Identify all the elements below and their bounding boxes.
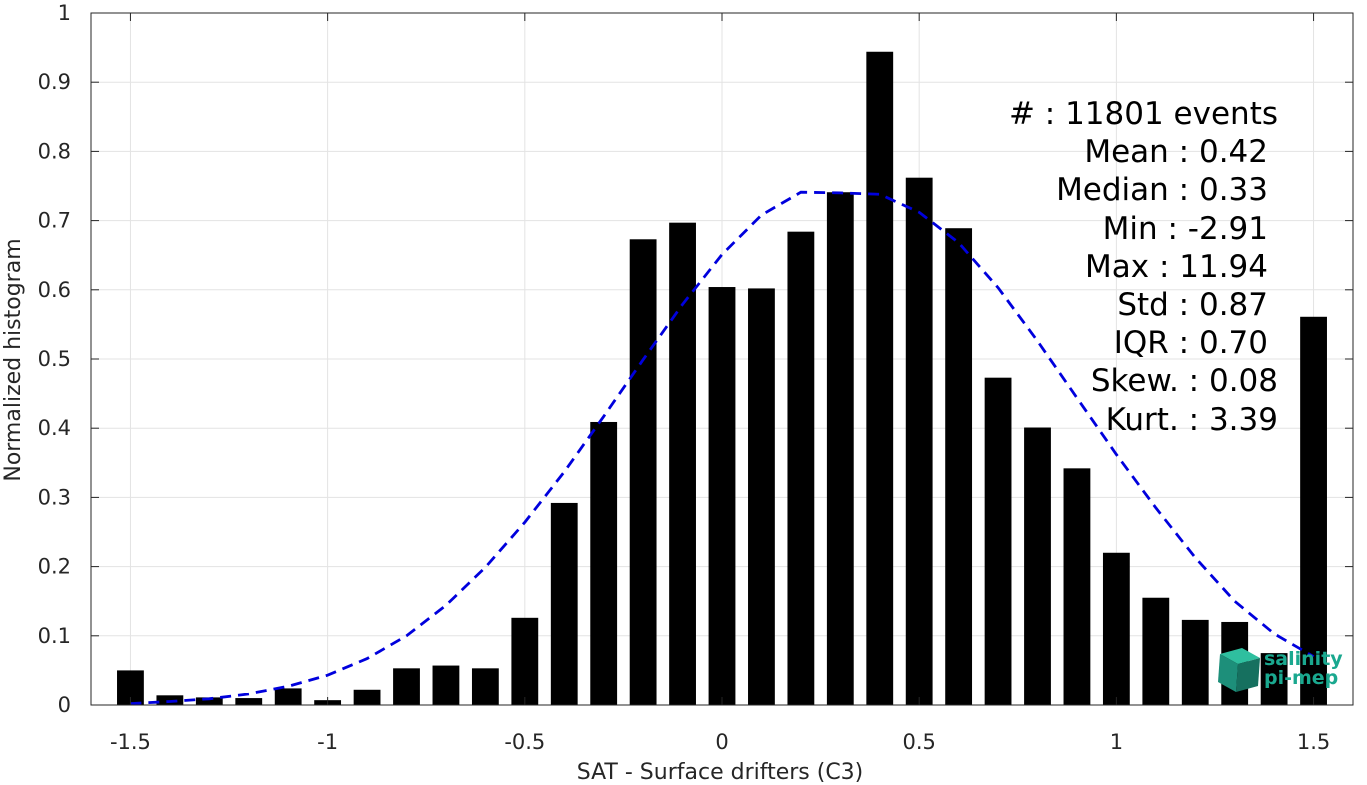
- histogram-bar: [471, 668, 499, 705]
- y-tick-label: 0.6: [38, 278, 71, 302]
- histogram-bar: [905, 177, 933, 706]
- histogram-bar: [669, 222, 696, 705]
- stat-line: Mean : 0.42: [1084, 134, 1268, 171]
- histogram-bar: [984, 377, 1012, 705]
- x-tick-label: 1.5: [1297, 730, 1330, 754]
- histogram-bar: [945, 228, 973, 705]
- histogram-bar: [708, 287, 736, 705]
- x-tick-label: -1.5: [110, 730, 151, 754]
- y-tick-label: 0.1: [38, 624, 71, 648]
- x-tick-label: -1: [317, 730, 338, 754]
- histogram-bar: [590, 421, 618, 705]
- x-tick-label: -0.5: [504, 730, 545, 754]
- x-tick-label: 0: [715, 730, 728, 754]
- y-tick-label: 0.3: [38, 485, 71, 509]
- histogram-bar: [1142, 597, 1170, 705]
- histogram-bar: [1063, 468, 1091, 705]
- logo-cube-icon: [1218, 648, 1260, 692]
- histogram-bar: [1181, 619, 1209, 705]
- stat-line: Max : 11.94: [1085, 248, 1268, 285]
- y-tick-label: 0.9: [38, 70, 71, 94]
- stat-line: Std : 0.87: [1117, 287, 1268, 323]
- logo-line1: salinity: [1264, 648, 1343, 670]
- histogram-bar: [748, 288, 775, 705]
- y-tick-label: 0.5: [38, 347, 71, 371]
- histogram-bar: [353, 689, 381, 705]
- y-tick-label: 0.4: [38, 416, 71, 440]
- x-tick-label: 0.5: [902, 730, 935, 754]
- histogram-bar: [1260, 653, 1288, 705]
- logo-line2: pi-mep: [1264, 667, 1339, 689]
- histogram-bar: [629, 239, 657, 705]
- histogram-bar: [1102, 552, 1130, 705]
- y-axis-label: Normalized histogram: [1, 238, 26, 481]
- y-tick-label: 0.7: [38, 209, 71, 233]
- y-tick-label: 0: [58, 693, 71, 717]
- stat-line: Min : -2.91: [1102, 210, 1268, 247]
- histogram-bar: [393, 668, 420, 705]
- y-tick-label: 1: [58, 1, 71, 25]
- stat-line: Median : 0.33: [1056, 172, 1268, 209]
- histogram-bar: [274, 688, 302, 705]
- histogram-bar: [432, 665, 460, 705]
- histogram-bar: [511, 617, 539, 705]
- axis-ticks: -1.5 -1 -0.5 0 0.5 1 1.5 0 0.1 0.2 0.3 0.4 0.5 0.6 0.7…: [38, 1, 1353, 754]
- bars: [117, 51, 1327, 706]
- y-tick-label: 0.8: [38, 139, 71, 163]
- y-tick-label: 0.2: [38, 555, 71, 579]
- histogram-bar: [826, 192, 854, 705]
- x-tick-label: 1: [1110, 730, 1123, 754]
- histogram-bar: [787, 231, 815, 705]
- stat-line: IQR : 0.70: [1113, 325, 1268, 362]
- histogram-bar: [235, 698, 263, 705]
- histogram-bar: [1300, 316, 1327, 705]
- histogram-bar: [1024, 427, 1051, 705]
- stat-line: Kurt. : 3.39: [1105, 401, 1278, 438]
- salinity-logo: salinity pi-mep: [1216, 646, 1346, 694]
- histogram-bar: [866, 51, 894, 705]
- histogram-bar: [195, 697, 223, 705]
- histogram-bar: [550, 502, 578, 705]
- stat-line: # : 11801 events: [1008, 96, 1278, 132]
- fit-curve: [130, 190, 1315, 705]
- stat-line: Skew. : 0.08: [1090, 363, 1278, 400]
- x-axis-label: SAT - Surface drifters (C3): [577, 760, 864, 785]
